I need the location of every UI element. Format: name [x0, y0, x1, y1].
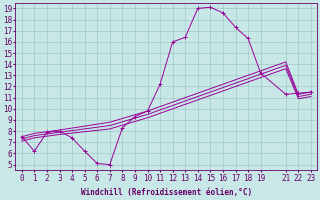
- X-axis label: Windchill (Refroidissement éolien,°C): Windchill (Refroidissement éolien,°C): [81, 188, 252, 197]
